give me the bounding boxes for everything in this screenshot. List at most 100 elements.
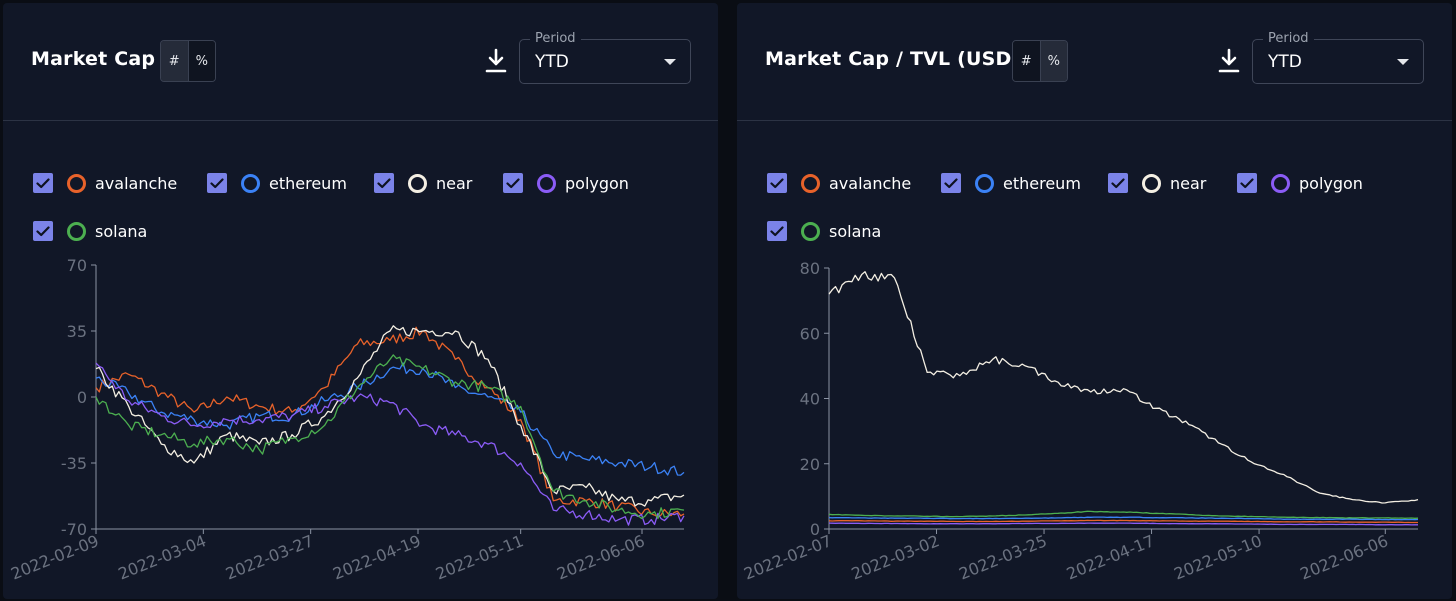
- legend-checkbox[interactable]: [1237, 173, 1257, 193]
- series-color-icon: [241, 173, 260, 193]
- toggle-absolute-button[interactable]: #: [1013, 41, 1040, 81]
- x-tick-label: 2022-02-07: [741, 531, 834, 583]
- legend-checkbox[interactable]: [503, 173, 523, 193]
- legend-item-ethereum[interactable]: ethereum: [207, 171, 347, 195]
- toggle-percent-button[interactable]: %: [187, 41, 215, 81]
- legend-label: ethereum: [1003, 173, 1081, 193]
- y-tick-label: 40: [800, 390, 820, 409]
- series-line-solana: [95, 354, 685, 520]
- series-line-avalanche: [95, 326, 685, 518]
- legend-item-near[interactable]: near: [1108, 171, 1206, 195]
- legend-checkbox[interactable]: [207, 173, 227, 193]
- y-tick-label: 0: [77, 388, 87, 407]
- check-icon: [944, 177, 958, 188]
- legend-label: polygon: [565, 173, 629, 193]
- legend-label: near: [436, 173, 473, 193]
- series-line-solana: [828, 510, 1419, 519]
- series-color-icon: [975, 173, 994, 193]
- x-tick-label: 2022-06-06: [554, 531, 647, 583]
- download-icon[interactable]: [484, 47, 508, 75]
- check-icon: [377, 177, 391, 188]
- y-tick-label: 35: [67, 322, 87, 341]
- x-tick-label: 2022-05-11: [433, 531, 526, 583]
- legend-checkbox[interactable]: [33, 221, 53, 241]
- legend-item-solana[interactable]: solana: [767, 219, 881, 243]
- check-icon: [36, 225, 50, 236]
- series-color-icon: [1142, 173, 1161, 193]
- y-tick-label: 60: [800, 324, 820, 343]
- legend-label: avalanche: [829, 173, 912, 193]
- check-icon: [770, 225, 784, 236]
- series-line-polygon: [95, 362, 685, 526]
- legend-item-near[interactable]: near: [374, 171, 472, 195]
- toggle-percent-button[interactable]: %: [1039, 41, 1067, 81]
- period-select[interactable]: Period YTD: [519, 31, 691, 84]
- y-tick-label: 70: [67, 256, 87, 275]
- legend-checkbox[interactable]: [767, 173, 787, 193]
- legend-checkbox[interactable]: [1108, 173, 1128, 193]
- legend-label: solana: [829, 221, 882, 241]
- panel-title: Market Cap: [31, 48, 156, 70]
- legend-checkbox[interactable]: [767, 221, 787, 241]
- series-color-icon: [801, 173, 820, 193]
- series-color-icon: [67, 173, 86, 193]
- series-line-ethereum: [95, 362, 685, 476]
- legend-label: ethereum: [269, 173, 347, 193]
- check-icon: [36, 177, 50, 188]
- x-tick-label: 2022-04-17: [1064, 531, 1157, 583]
- check-icon: [210, 177, 224, 188]
- x-tick-label: 2022-06-06: [1297, 531, 1390, 583]
- panel-title: Market Cap / TVL (USD): [765, 48, 1021, 70]
- check-icon: [1240, 177, 1254, 188]
- x-tick-label: 2022-02-09: [8, 531, 101, 583]
- series-color-icon: [1271, 173, 1290, 193]
- y-tick-label: 0: [810, 520, 820, 539]
- series-line-near: [95, 325, 685, 507]
- market-cap-panel: Market Cap # % Period YTD avalanche ether…: [3, 3, 718, 599]
- chevron-down-icon: [1397, 59, 1409, 65]
- y-tick-label: -35: [61, 454, 87, 473]
- divider: [737, 120, 1452, 121]
- legend-checkbox[interactable]: [941, 173, 961, 193]
- series-color-icon: [408, 173, 427, 193]
- check-icon: [506, 177, 520, 188]
- download-icon[interactable]: [1217, 47, 1241, 75]
- series-line-ethereum: [828, 516, 1419, 521]
- legend-item-polygon[interactable]: polygon: [1237, 171, 1363, 195]
- x-tick-label: 2022-04-19: [330, 531, 423, 583]
- y-tick-label: 20: [800, 455, 820, 474]
- legend-item-solana[interactable]: solana: [33, 219, 147, 243]
- check-icon: [1111, 177, 1125, 188]
- legend-item-ethereum[interactable]: ethereum: [941, 171, 1081, 195]
- legend-label: solana: [95, 221, 148, 241]
- legend-item-polygon[interactable]: polygon: [503, 171, 629, 195]
- check-icon: [770, 177, 784, 188]
- divider: [3, 120, 718, 121]
- x-tick-label: 2022-05-10: [1171, 531, 1264, 583]
- x-tick-label: 2022-03-25: [956, 531, 1049, 583]
- y-tick-label: 80: [800, 259, 820, 278]
- period-value: YTD: [1268, 52, 1302, 72]
- series-line-near: [828, 271, 1419, 504]
- chevron-down-icon: [664, 59, 676, 65]
- legend-item-avalanche[interactable]: avalanche: [33, 171, 177, 195]
- series-color-icon: [67, 221, 86, 241]
- series-color-icon: [537, 173, 556, 193]
- panel-header: Market Cap / TVL (USD) # % Period YTD: [737, 3, 1452, 121]
- series-line-avalanche: [828, 519, 1418, 524]
- legend-checkbox[interactable]: [374, 173, 394, 193]
- period-label: Period: [1263, 31, 1314, 46]
- legend-item-avalanche[interactable]: avalanche: [767, 171, 911, 195]
- legend-label: avalanche: [95, 173, 178, 193]
- toggle-absolute-button[interactable]: #: [161, 41, 188, 81]
- series-line-polygon: [828, 522, 1418, 526]
- x-tick-label: 2022-03-27: [223, 531, 316, 583]
- y-tick-label: -70: [61, 520, 87, 539]
- legend-label: polygon: [1299, 173, 1363, 193]
- legend-checkbox[interactable]: [33, 173, 53, 193]
- period-value: YTD: [535, 52, 569, 72]
- x-tick-label: 2022-03-04: [116, 531, 209, 583]
- period-select[interactable]: Period YTD: [1252, 31, 1424, 84]
- market-cap-tvl-panel: Market Cap / TVL (USD) # % Period YTD av…: [737, 3, 1452, 599]
